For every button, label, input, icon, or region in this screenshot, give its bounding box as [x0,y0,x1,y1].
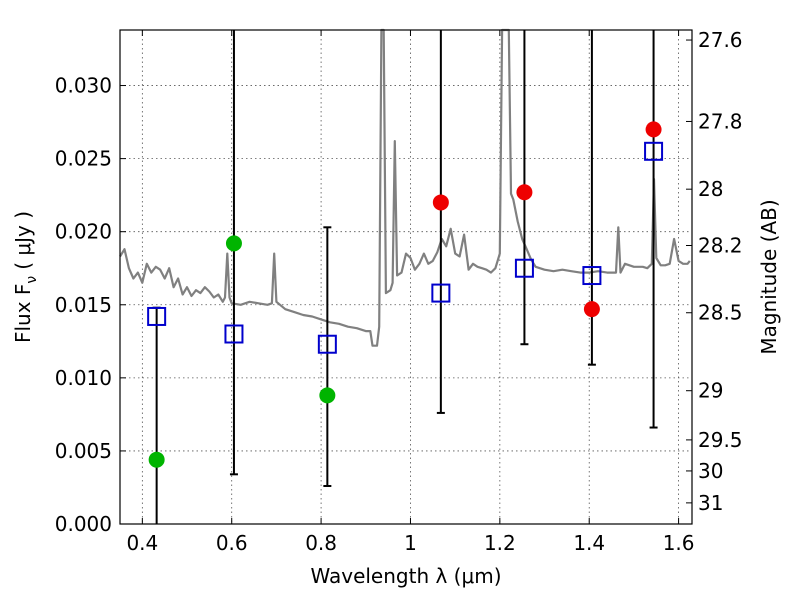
y2-tick-label: 29 [698,379,723,403]
model-square-point [582,266,602,286]
x-tick-label: 0.4 [126,531,158,555]
x-tick-label: 1.6 [663,531,695,555]
spectrum-line-group [119,28,691,347]
x-tick-label: 1 [404,531,417,555]
y2-tick-label: 28.2 [698,234,743,258]
y-axis-label-sub: ν [24,276,40,284]
model-square-point [431,283,451,303]
axis-ticks: 0.4 0.6 0.8 1 1.2 1.4 1.6 0.000 0.005 0.010 0.015 0… [55,28,743,555]
green-data-point [225,235,242,252]
x-tick-label: 0.6 [216,531,248,555]
x-tick-label: 1.4 [573,531,605,555]
y-tick-label: 0.020 [55,220,112,244]
spectrum-line [119,28,691,347]
red-data-point [583,301,600,318]
y-tick-label: 0.015 [55,293,112,317]
plot-frame [119,29,693,525]
x-axis-label: Wavelength λ (μm) [310,564,501,588]
y-axis-label: Flux Fν ( μJy ) [11,211,40,343]
red-data-point [516,184,533,201]
y2-tick-label: 27.6 [698,28,743,52]
y2-tick-label: 28 [698,177,723,201]
model-square-point [514,258,534,278]
y-tick-label: 0.025 [55,147,112,171]
red-data-point [432,194,449,211]
green-data-point [319,387,336,404]
model-square-point [644,141,664,161]
y-axis-label-unit: ( μJy ) [11,211,35,270]
y-tick-label: 0.010 [55,366,112,390]
y-axis-label-main: Flux F [11,284,35,343]
y2-tick-label: 31 [698,491,723,515]
marker-group [147,121,664,468]
y-tick-label: 0.030 [55,74,112,98]
red-data-point [645,121,662,138]
x-tick-label: 1.2 [484,531,516,555]
model-square-point [317,334,337,354]
model-square-point [224,324,244,344]
y2-tick-label: 29.5 [698,428,743,452]
green-data-point [148,451,165,468]
model-square-point [147,306,167,326]
y2-tick-label: 27.8 [698,109,743,133]
y-tick-label: 0.005 [55,439,112,463]
x-tick-label: 0.8 [305,531,337,555]
y2-axis-label: Magnitude (AB) [757,199,781,354]
y2-tick-label: 30 [698,459,723,483]
y-tick-label: 0.000 [55,512,112,536]
y2-tick-label: 28.5 [698,301,743,325]
